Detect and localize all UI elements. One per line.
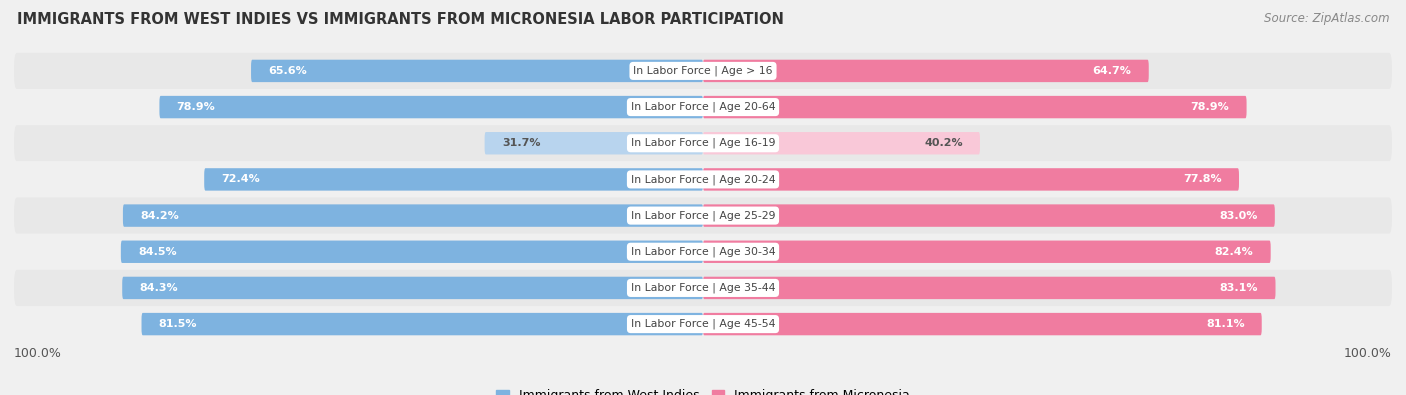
Text: In Labor Force | Age 35-44: In Labor Force | Age 35-44 — [631, 283, 775, 293]
Text: 65.6%: 65.6% — [269, 66, 307, 76]
FancyBboxPatch shape — [703, 313, 1261, 335]
FancyBboxPatch shape — [122, 277, 703, 299]
FancyBboxPatch shape — [703, 168, 1239, 191]
FancyBboxPatch shape — [703, 204, 1275, 227]
Legend: Immigrants from West Indies, Immigrants from Micronesia: Immigrants from West Indies, Immigrants … — [491, 384, 915, 395]
Text: 84.5%: 84.5% — [138, 247, 177, 257]
Text: 84.2%: 84.2% — [141, 211, 179, 220]
Text: 84.3%: 84.3% — [139, 283, 179, 293]
Text: 78.9%: 78.9% — [177, 102, 215, 112]
FancyBboxPatch shape — [14, 89, 1392, 125]
Text: 72.4%: 72.4% — [221, 175, 260, 184]
FancyBboxPatch shape — [204, 168, 703, 191]
FancyBboxPatch shape — [159, 96, 703, 118]
Text: In Labor Force | Age > 16: In Labor Force | Age > 16 — [633, 66, 773, 76]
Text: 100.0%: 100.0% — [14, 346, 62, 359]
FancyBboxPatch shape — [14, 125, 1392, 161]
FancyBboxPatch shape — [14, 234, 1392, 270]
Text: 31.7%: 31.7% — [502, 138, 540, 148]
Text: 77.8%: 77.8% — [1182, 175, 1222, 184]
Text: In Labor Force | Age 16-19: In Labor Force | Age 16-19 — [631, 138, 775, 149]
Text: In Labor Force | Age 45-54: In Labor Force | Age 45-54 — [631, 319, 775, 329]
FancyBboxPatch shape — [122, 204, 703, 227]
FancyBboxPatch shape — [703, 96, 1247, 118]
Text: 100.0%: 100.0% — [1344, 346, 1392, 359]
FancyBboxPatch shape — [14, 306, 1392, 342]
FancyBboxPatch shape — [252, 60, 703, 82]
Text: In Labor Force | Age 20-64: In Labor Force | Age 20-64 — [631, 102, 775, 112]
Text: 81.5%: 81.5% — [159, 319, 197, 329]
Text: 40.2%: 40.2% — [924, 138, 963, 148]
Text: 83.0%: 83.0% — [1219, 211, 1257, 220]
Text: In Labor Force | Age 20-24: In Labor Force | Age 20-24 — [631, 174, 775, 185]
FancyBboxPatch shape — [703, 277, 1275, 299]
FancyBboxPatch shape — [703, 241, 1271, 263]
FancyBboxPatch shape — [703, 132, 980, 154]
FancyBboxPatch shape — [121, 241, 703, 263]
Text: IMMIGRANTS FROM WEST INDIES VS IMMIGRANTS FROM MICRONESIA LABOR PARTICIPATION: IMMIGRANTS FROM WEST INDIES VS IMMIGRANT… — [17, 12, 783, 27]
Text: Source: ZipAtlas.com: Source: ZipAtlas.com — [1264, 12, 1389, 25]
Text: In Labor Force | Age 30-34: In Labor Force | Age 30-34 — [631, 246, 775, 257]
FancyBboxPatch shape — [703, 60, 1149, 82]
Text: 81.1%: 81.1% — [1206, 319, 1244, 329]
Text: In Labor Force | Age 25-29: In Labor Force | Age 25-29 — [631, 210, 775, 221]
FancyBboxPatch shape — [14, 161, 1392, 198]
Text: 82.4%: 82.4% — [1215, 247, 1254, 257]
FancyBboxPatch shape — [14, 198, 1392, 234]
FancyBboxPatch shape — [142, 313, 703, 335]
Text: 83.1%: 83.1% — [1220, 283, 1258, 293]
FancyBboxPatch shape — [485, 132, 703, 154]
FancyBboxPatch shape — [14, 270, 1392, 306]
FancyBboxPatch shape — [14, 53, 1392, 89]
Text: 78.9%: 78.9% — [1191, 102, 1229, 112]
Text: 64.7%: 64.7% — [1092, 66, 1132, 76]
